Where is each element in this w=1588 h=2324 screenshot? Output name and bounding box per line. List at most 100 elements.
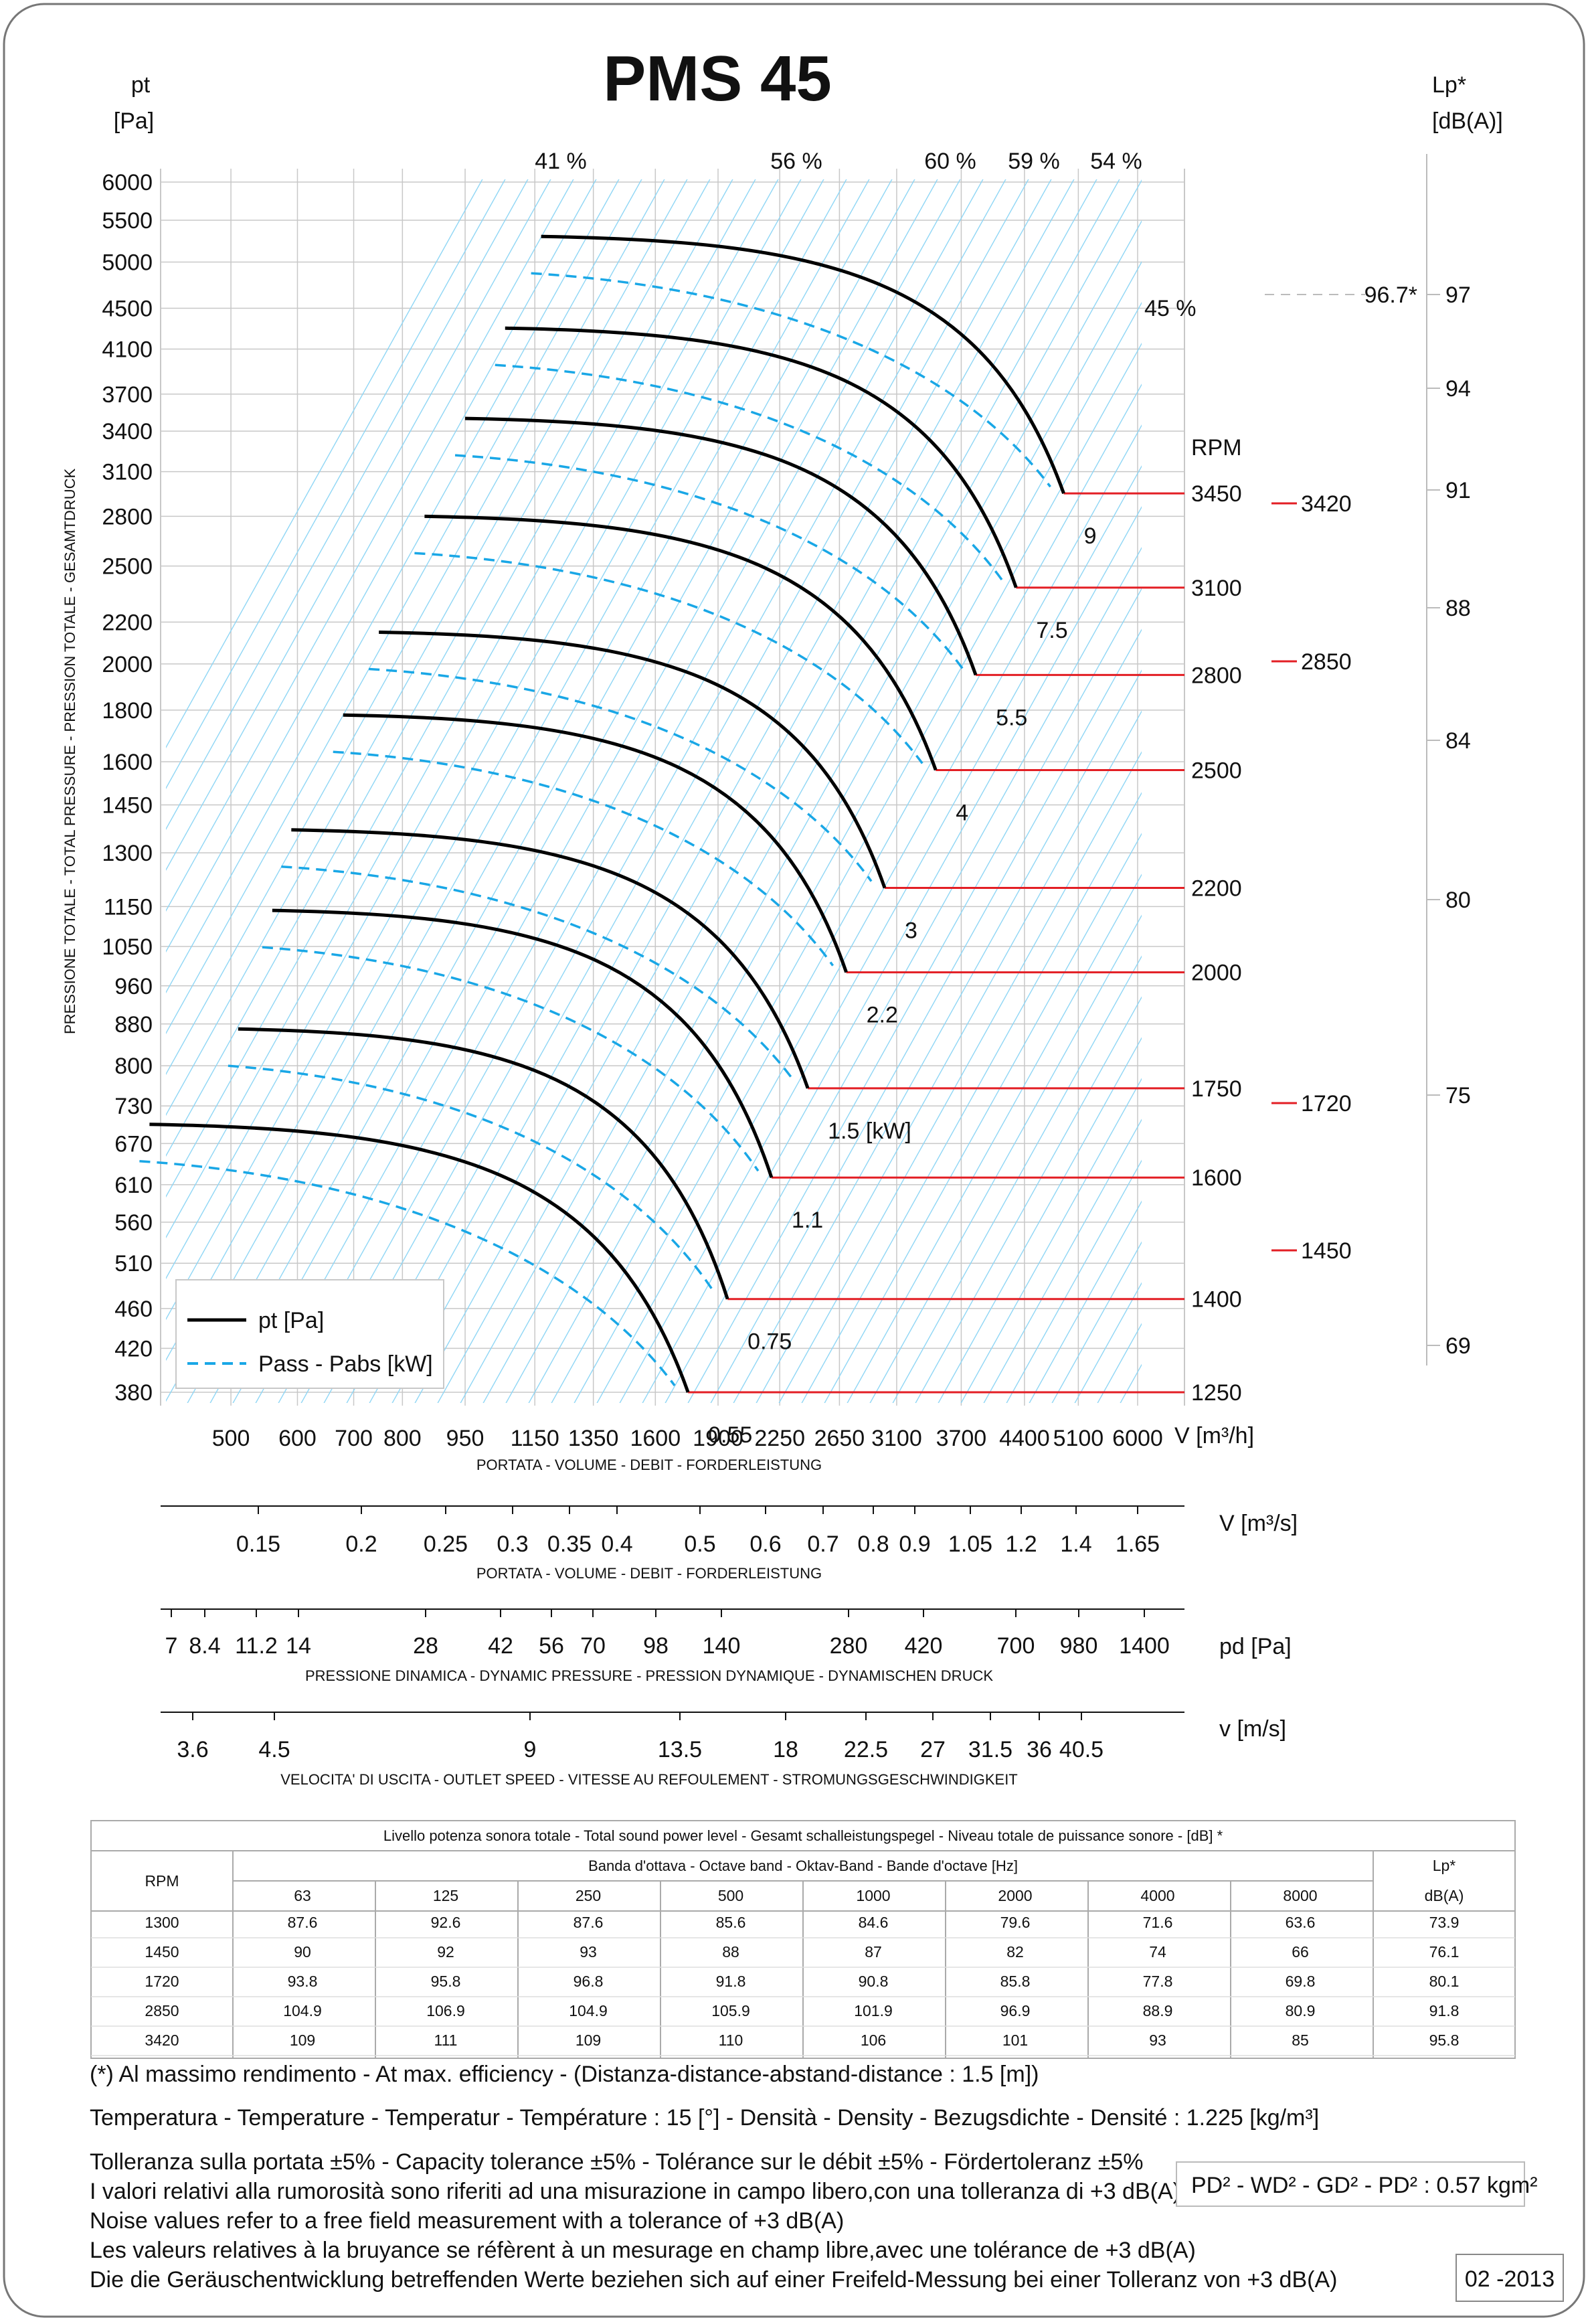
table-cell: 110: [719, 2031, 743, 2049]
table-cell: 69.8: [1286, 1973, 1316, 1990]
m3s-label: 0.7: [807, 1531, 839, 1557]
efficiency-line: [460, 179, 1142, 1403]
x-tick-label: 800: [383, 1426, 422, 1451]
lp-marker-label: 96.7*: [1364, 282, 1417, 308]
y-axis-rotated-label: PRESSIONE TOTALE - TOTAL PRESSURE - PRES…: [62, 469, 78, 1034]
table-lp-header: Lp*: [1433, 1857, 1456, 1874]
x-tick-label: 1600: [630, 1426, 681, 1451]
lp-tick-label: 88: [1445, 596, 1471, 621]
x-tick-label: 950: [446, 1426, 484, 1451]
efficiency-line: [255, 179, 938, 1403]
table-cell: 106.9: [426, 2002, 465, 2019]
note-noise-fr: Les valeurs relatives à la bruyance se r…: [90, 2238, 1196, 2263]
table-band-title: Banda d'ottava - Octave band - Oktav-Ban…: [588, 1857, 1018, 1874]
pd-label: 7: [165, 1633, 178, 1659]
efficiency-line: [166, 179, 506, 789]
table-band-header: 125: [433, 1887, 458, 1904]
x-tick-labels: 500 600 700 800 950 1150 1350 1600 1900 2250 2650 3…: [212, 1426, 1163, 1451]
efficiency-line: [166, 179, 620, 994]
inertia-value: PD² - WD² - GD² - PD² : 0.57 kgm²: [1191, 2173, 1538, 2198]
y-tick-label: 960: [114, 974, 153, 999]
v-label: 4.5: [258, 1737, 290, 1762]
efficiency-line: [596, 424, 1142, 1403]
power-curve: [531, 272, 1051, 488]
table-cell: 1300: [145, 1914, 179, 1931]
table-cell: 77.8: [1143, 1973, 1173, 1990]
y-tick-label: 1050: [102, 934, 153, 960]
efficiency-line: [778, 751, 1142, 1403]
power-label: 2.2: [867, 1003, 898, 1028]
pt-curve-3450: [541, 234, 1065, 495]
table-cell: 95.8: [1429, 2031, 1460, 2049]
power-label: 7.5: [1036, 618, 1067, 643]
lp-tick-label: 75: [1445, 1083, 1471, 1108]
pt-curve-1400: [238, 1027, 729, 1300]
y-tick-label: 1800: [102, 698, 153, 724]
x-tick-label: 6000: [1112, 1426, 1163, 1451]
m3s-label: 0.25: [424, 1531, 468, 1557]
rpm-label: 2800: [1191, 663, 1242, 688]
side-rpm-label: 1450: [1301, 1238, 1352, 1264]
efficiency-lines: [166, 179, 1142, 1403]
y-tick-label: 5000: [102, 250, 153, 275]
m3s-label: 0.2: [345, 1531, 377, 1557]
table-cell: 63.6: [1286, 1914, 1316, 1931]
table-cell: 92.6: [431, 1914, 461, 1931]
table-cell: 111: [434, 2031, 458, 2049]
efficiency-line: [300, 179, 984, 1403]
efficiency-line: [938, 1037, 1142, 1403]
pd-label: 1400: [1119, 1633, 1170, 1659]
efficiency-line: [505, 261, 1142, 1403]
table-cell: 106: [861, 2031, 886, 2049]
table-cell: 85: [1292, 2031, 1309, 2049]
table-band-header: 8000: [1283, 1887, 1317, 1904]
scale-pd-caption: PRESSIONE DINAMICA - DYNAMIC PRESSURE - …: [305, 1667, 993, 1684]
y-tick-labels: 380 420 460 510 560 610 670 730 800 880 960 1050 115…: [102, 170, 153, 1406]
m3s-label: 0.4: [601, 1531, 632, 1557]
scale-m3s-caption: PORTATA - VOLUME - DEBIT - FORDERLEISTUN…: [476, 1565, 822, 1582]
power-label: 4: [956, 800, 968, 825]
lp-axis-label: Lp*: [1432, 72, 1466, 98]
legend-power-label: Pass - Pabs [kW]: [258, 1351, 433, 1377]
v-label: 13.5: [658, 1737, 702, 1762]
note-tolerance: Tolleranza sulla portata ±5% - Capacity …: [90, 2149, 1144, 2175]
lp-tick-label: 80: [1445, 888, 1471, 913]
table-cell: 2850: [145, 2002, 179, 2019]
table-cell: 74: [1149, 1943, 1166, 1961]
table-cell: 1720: [145, 1973, 179, 1990]
pt-curve-3100: [505, 326, 1018, 588]
efficiency-line: [801, 792, 1142, 1403]
pd-label: 70: [580, 1633, 606, 1659]
y-tick-label: 670: [114, 1131, 153, 1157]
table-cell: 93: [1149, 2031, 1166, 2049]
x-axis-unit-m3h: V [m³/h]: [1174, 1423, 1254, 1448]
rpm-label: 1750: [1191, 1076, 1242, 1102]
scale-m3s-unit: V [m³/s]: [1219, 1511, 1298, 1536]
pd-label: 280: [830, 1633, 868, 1659]
inertia-box: [1176, 2161, 1525, 2207]
lp-axis: 97 94 91 88 84 80 75 69 96.7*: [1265, 154, 1471, 1365]
table-cell: 80.9: [1286, 2002, 1316, 2019]
table-cell: 90.8: [859, 1973, 889, 1990]
pressure-curves: [149, 234, 1065, 1393]
power-curve: [333, 750, 834, 967]
efficiency-line: [166, 179, 711, 1157]
y-tick-label: 2000: [102, 652, 153, 677]
efficiency-line: [710, 629, 1142, 1403]
pt-curve-2800: [465, 416, 978, 676]
efficiency-line: [960, 1078, 1142, 1403]
power-curve: [139, 1159, 676, 1387]
table-band-header: 250: [576, 1887, 601, 1904]
date-code: 02 -2013: [1465, 2266, 1555, 2292]
y-tick-label: 3400: [102, 419, 153, 444]
v-label: 40.5: [1059, 1737, 1104, 1762]
table-cell: 95.8: [431, 1973, 461, 1990]
y-tick-label: 5500: [102, 208, 153, 234]
pd-label: 8.4: [189, 1633, 220, 1659]
efficiency-line: [642, 506, 1142, 1403]
power-curve: [495, 363, 1004, 582]
pt-curve-2000: [343, 713, 848, 973]
efficiency-line: [665, 547, 1142, 1403]
